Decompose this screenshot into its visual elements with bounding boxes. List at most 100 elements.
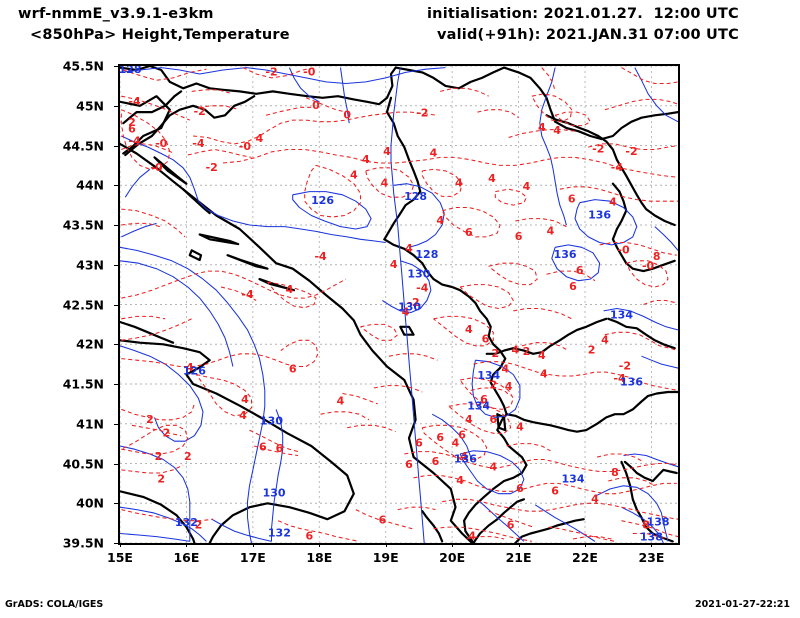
temperature-contour-path bbox=[320, 411, 370, 421]
temperature-contour-path bbox=[572, 536, 612, 540]
height-contour-path bbox=[534, 504, 596, 542]
temperature-contour-path bbox=[488, 262, 538, 286]
temperature-contour-path bbox=[265, 106, 313, 116]
height-contour-label: 138 bbox=[640, 530, 663, 543]
temperature-contour-label: 4 bbox=[601, 333, 609, 346]
temperature-contour-label: 6 bbox=[551, 484, 559, 497]
latitude-tick-mark bbox=[114, 304, 119, 306]
temperature-contour-label: 2 bbox=[146, 413, 154, 426]
temperature-contour-path bbox=[249, 429, 299, 453]
temperature-contour-label: 4 bbox=[591, 492, 599, 505]
height-contour-path bbox=[211, 518, 272, 542]
temperature-contour-label: 2 bbox=[157, 472, 165, 485]
longitude-tick-label: 21E bbox=[505, 550, 532, 565]
temperature-contour-label: 6 bbox=[276, 442, 284, 455]
temperature-contour-path bbox=[515, 218, 567, 228]
temperature-contour-path bbox=[494, 188, 528, 206]
temperature-contour-label: -0 bbox=[642, 259, 655, 272]
height-contour-label: 130 bbox=[398, 301, 421, 314]
latitude-tick-label: 41N bbox=[76, 416, 104, 432]
temperature-contour-path bbox=[373, 385, 423, 393]
temperature-contour-path bbox=[608, 477, 656, 487]
height-contour-path bbox=[120, 445, 191, 542]
temperature-contour-path bbox=[195, 373, 253, 417]
height-contour-label: 132 bbox=[268, 527, 291, 540]
coastline-path bbox=[394, 66, 506, 90]
temperature-contour-path bbox=[441, 206, 501, 238]
temperature-contour-layer bbox=[120, 67, 678, 542]
coastline-path bbox=[120, 490, 196, 543]
height-contour-path bbox=[390, 67, 425, 543]
temperature-contour-path bbox=[121, 318, 192, 341]
height-contour-label: 126 bbox=[311, 194, 334, 207]
height-contour-path bbox=[121, 222, 157, 238]
height-contour-path bbox=[551, 244, 601, 282]
temperature-contour-path bbox=[604, 331, 678, 352]
height-contour-label: 128 bbox=[415, 248, 438, 261]
temperature-contour-label: -0 bbox=[239, 140, 252, 153]
height-contour-path bbox=[459, 450, 525, 495]
temperature-contour-label: -2 bbox=[416, 107, 428, 120]
height-contour-label: 128 bbox=[404, 190, 427, 203]
temperature-contour-label: 6 bbox=[415, 437, 423, 450]
temperature-contour-label: 4 bbox=[337, 395, 345, 408]
temperature-contour-path bbox=[131, 424, 182, 437]
coastline-path bbox=[545, 114, 676, 227]
height-contour-path bbox=[623, 453, 678, 468]
temperature-contour-label: -2 bbox=[592, 143, 604, 156]
temperature-contour-label: 4 bbox=[468, 530, 476, 543]
temperature-contour-path bbox=[388, 353, 438, 361]
temperature-contour-label: 6 bbox=[568, 193, 576, 206]
temperature-contour-path bbox=[548, 526, 616, 542]
temperature-contour-path bbox=[596, 453, 644, 463]
height-contour-label: 128 bbox=[120, 66, 141, 76]
temperature-contour-path bbox=[531, 93, 573, 123]
temperature-contour-label: -4 bbox=[314, 250, 327, 263]
temperature-contour-path bbox=[513, 307, 572, 320]
height-contour-path bbox=[120, 345, 204, 442]
temperature-contour-label: 2 bbox=[489, 379, 497, 392]
valid-time: valid(+91h): 2021.JAN.31 07:00 UTC bbox=[437, 27, 739, 43]
coastline-path bbox=[383, 238, 528, 543]
height-contour-label: 134 bbox=[562, 472, 585, 485]
temperature-contour-path bbox=[347, 424, 396, 433]
model-title: wrf-nmmE_v3.9.1-e3km bbox=[18, 6, 214, 22]
latitude-tick-label: 43.5N bbox=[62, 217, 104, 233]
temperature-contour-label: -4 bbox=[416, 282, 429, 295]
temperature-contour-label: 4 bbox=[405, 242, 413, 255]
temperature-contour-label: 4 bbox=[430, 147, 438, 160]
temperature-contour-label: 4 bbox=[381, 177, 389, 190]
temperature-contour-label: -2 bbox=[206, 161, 218, 174]
temperature-contour-label: 6 bbox=[436, 431, 444, 444]
height-contour-label: 130 bbox=[263, 487, 286, 500]
temperature-contour-label: 4 bbox=[286, 283, 294, 296]
coastline-path bbox=[485, 317, 608, 355]
longitude-tick-label: 16E bbox=[173, 550, 200, 565]
temperature-contour-path bbox=[123, 68, 207, 81]
height-contour-path bbox=[382, 260, 432, 314]
longitude-tick-mark bbox=[518, 543, 520, 547]
grads-credit: GrADS: COLA/IGES bbox=[5, 599, 104, 610]
temperature-contour-label: 6 bbox=[405, 458, 413, 471]
temperature-contour-label: 6 bbox=[128, 123, 136, 136]
temperature-contour-path bbox=[121, 315, 166, 320]
temperature-contour-label: 4 bbox=[452, 437, 460, 450]
temperature-contour-label: -4 bbox=[128, 135, 141, 148]
temperature-contour-path bbox=[421, 168, 463, 197]
temperature-contour-label: 6 bbox=[516, 482, 524, 495]
height-contour-path bbox=[431, 413, 472, 458]
temperature-contour-label: 4 bbox=[538, 349, 546, 362]
longitude-tick-label: 18E bbox=[306, 550, 333, 565]
temperature-contour-label: 4 bbox=[540, 368, 548, 381]
height-contour-path bbox=[292, 191, 372, 230]
temperature-contour-label: 0 bbox=[312, 99, 320, 112]
longitude-tick-mark bbox=[452, 543, 454, 547]
latitude-axis: 45.5N 45N 44.5N 44N 43.5N 43N 42.5N 42N 41.5N 41N… bbox=[0, 59, 119, 551]
temperature-contour-path bbox=[599, 241, 677, 256]
map-plot-area[interactable]: -4 -4 -0 -4 -0 -0 -2 -2 -2 -0 0 0 -2 4 4 4 4 4 4 4 4 4 4 -2 -2 -4… bbox=[118, 64, 680, 545]
height-contour-label: 134 bbox=[467, 399, 490, 412]
temperature-contour-label: 4 bbox=[456, 474, 464, 487]
temperature-contour-label: -4 bbox=[241, 288, 254, 301]
temperature-contour-label: 6 bbox=[379, 514, 387, 527]
temperature-contour-label: 6 bbox=[259, 441, 267, 454]
